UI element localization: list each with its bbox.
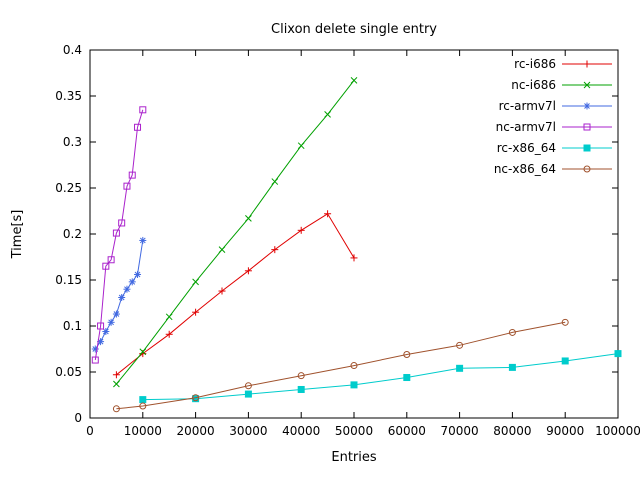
- y-tick-label: 0.35: [55, 89, 82, 103]
- x-tick-label: 50000: [335, 424, 373, 438]
- y-tick-label: 0.1: [63, 319, 82, 333]
- x-tick-label: 20000: [177, 424, 215, 438]
- y-tick-label: 0.2: [63, 227, 82, 241]
- legend-label: nc-i686: [511, 78, 556, 92]
- x-tick-label: 0: [86, 424, 94, 438]
- x-tick-label: 70000: [441, 424, 479, 438]
- series-nc-armv7l: [91, 106, 147, 364]
- x-tick-label: 60000: [388, 424, 426, 438]
- x-tick-label: 100000: [595, 424, 640, 438]
- legend-label: rc-x86_64: [497, 141, 556, 155]
- x-tick-label: 80000: [493, 424, 531, 438]
- series-rc-x86_64: [139, 350, 622, 404]
- x-tick-label: 10000: [124, 424, 162, 438]
- y-tick-label: 0.05: [55, 365, 82, 379]
- y-tick-label: 0: [74, 411, 82, 425]
- x-axis-label: Entries: [331, 450, 377, 465]
- axes: 0 10000 20000 30000 40000 50000 60000 70000 8000…: [55, 43, 640, 438]
- legend: rc-i686 nc-i686 rc-armv7l nc-armv7l rc-x86_6…: [494, 57, 612, 176]
- y-tick-label: 0.4: [63, 43, 82, 57]
- y-tick-label: 0.15: [55, 273, 82, 287]
- legend-label: rc-i686: [514, 57, 556, 71]
- legend-label: nc-x86_64: [494, 162, 556, 176]
- y-tick-label: 0.25: [55, 181, 82, 195]
- x-tick-label: 40000: [282, 424, 320, 438]
- legend-label: nc-armv7l: [496, 120, 556, 134]
- x-tick-label: 90000: [546, 424, 584, 438]
- chart-title: Clixon delete single entry: [271, 22, 437, 37]
- legend-label: rc-armv7l: [499, 99, 556, 113]
- y-tick-label: 0.3: [63, 135, 82, 149]
- series-nc-i686: [113, 77, 358, 388]
- series-nc-x86_64: [112, 318, 569, 413]
- series-rc-i686: [112, 210, 358, 379]
- series-rc-armv7l: [91, 236, 147, 353]
- x-tick-label: 30000: [229, 424, 267, 438]
